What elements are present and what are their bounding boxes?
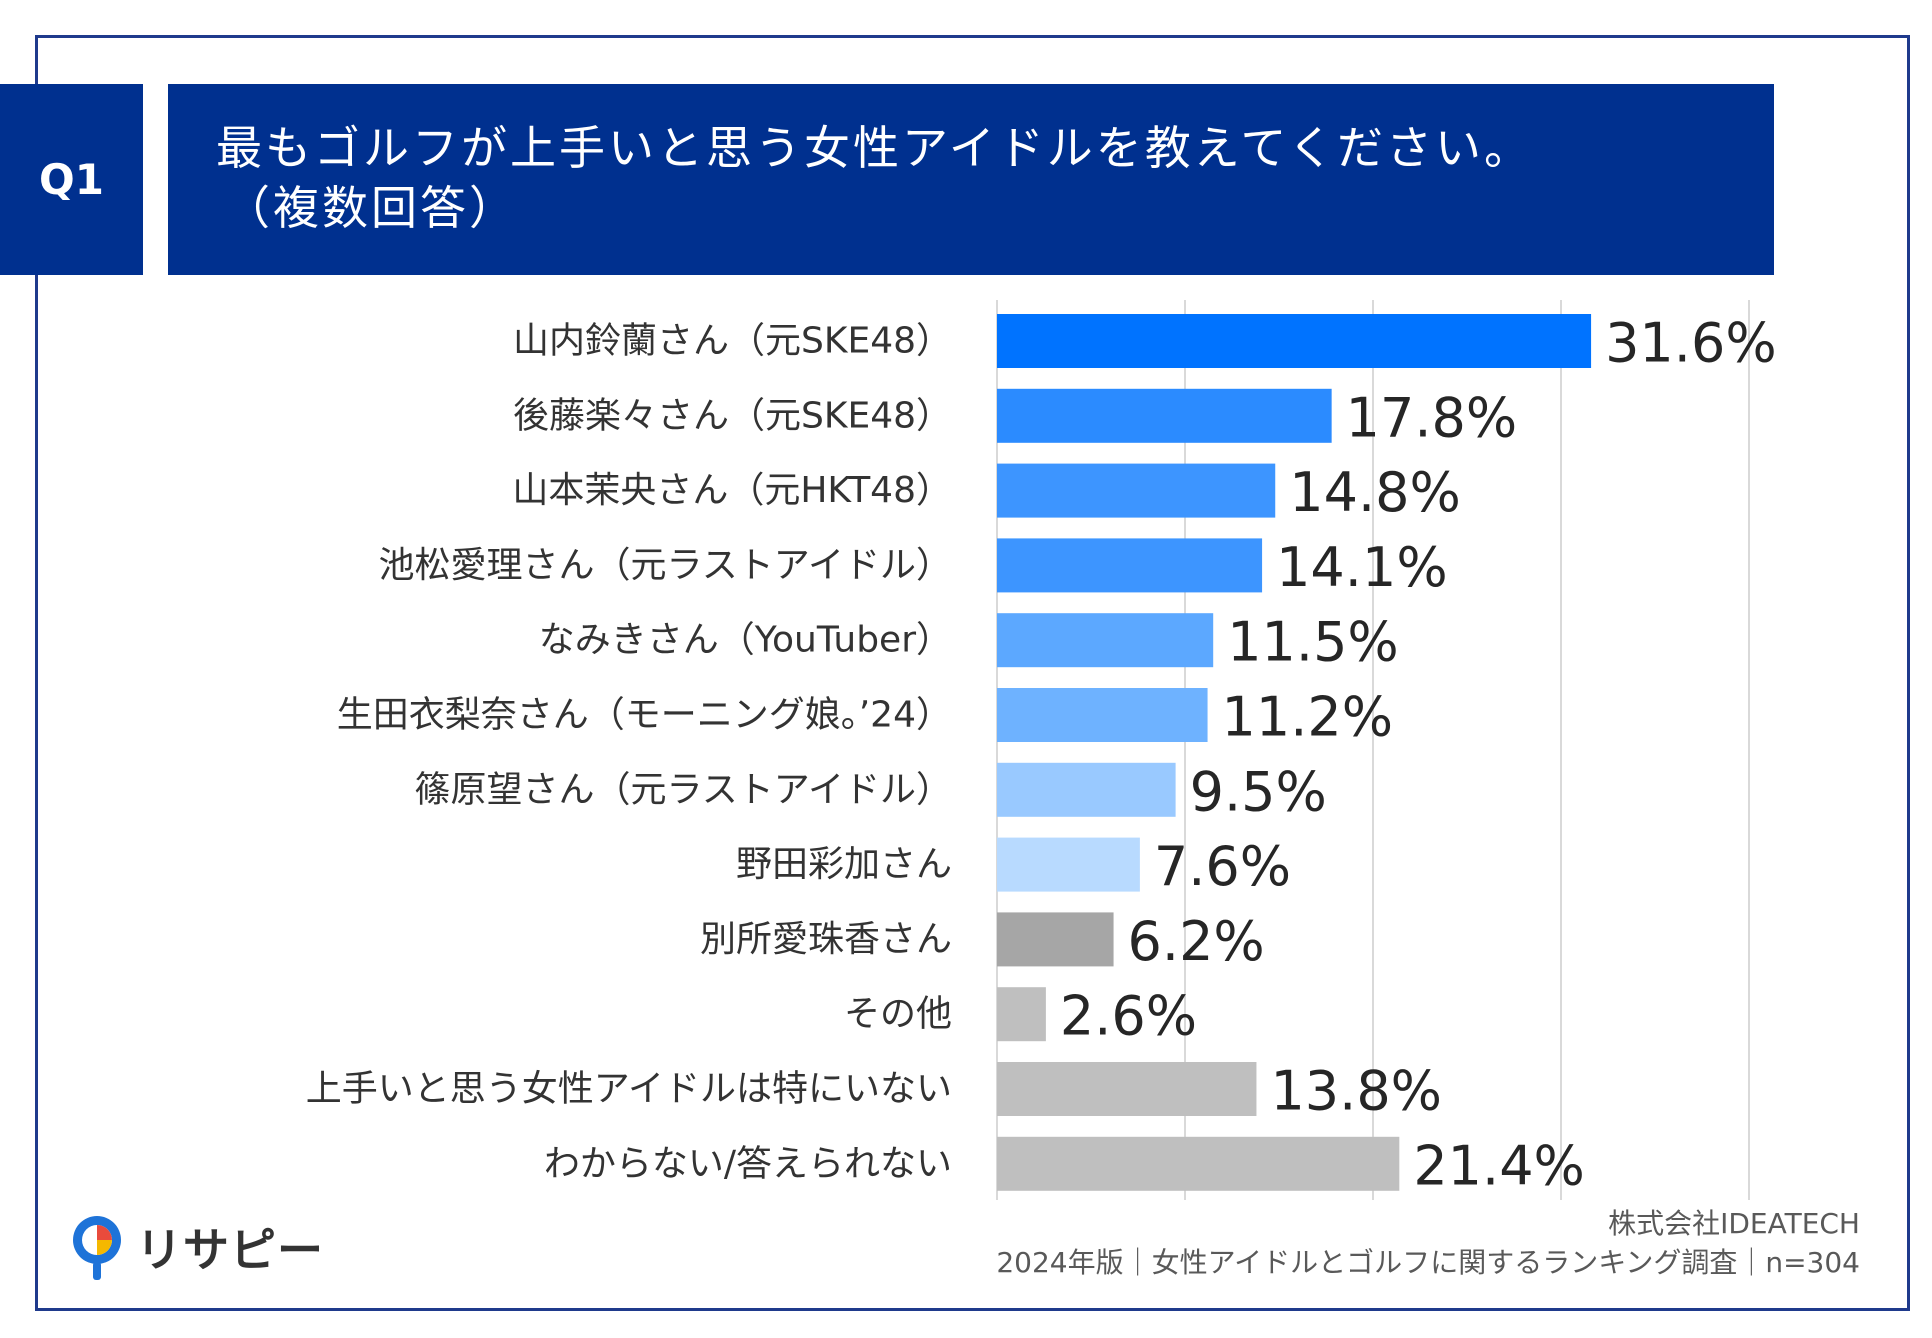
bar <box>997 987 1046 1042</box>
question-number-badge: Q1 <box>0 84 143 275</box>
risapy-logo: リサピー <box>68 1212 324 1282</box>
value-label: 7.6% <box>1154 835 1291 898</box>
bar <box>997 1062 1257 1116</box>
category-label: 上手いと思う女性アイドルは特にいない <box>306 1069 952 1110</box>
bar <box>997 538 1263 593</box>
question-title-box: 最もゴルフが上手いと思う女性アイドルを教えてください。 （複数回答） <box>168 84 1774 275</box>
category-label: 後藤楽々さん（元SKE48） <box>513 395 952 436</box>
category-label: 生田衣梨奈さん（モーニング娘。’24） <box>337 695 952 736</box>
survey-caption: 2024年版｜女性アイドルとゴルフに関するランキング調査｜n=304 <box>996 1246 1860 1279</box>
value-label: 14.1% <box>1276 536 1448 599</box>
question-title: 最もゴルフが上手いと思う女性アイドルを教えてください。 <box>216 121 1534 175</box>
company-name: 株式会社IDEATECH <box>1608 1207 1860 1240</box>
bar <box>997 837 1140 892</box>
value-label: 21.4% <box>1413 1134 1585 1197</box>
bar <box>997 463 1276 518</box>
logo-text: リサピー <box>136 1223 324 1277</box>
category-label: 池松愛理さん（元ラストアイドル） <box>379 545 952 586</box>
category-label: 野田彩加さん <box>736 844 952 885</box>
value-label: 9.5% <box>1190 760 1327 823</box>
bar <box>997 688 1208 742</box>
category-label: 山内鈴蘭さん（元SKE48） <box>513 321 952 362</box>
bar <box>997 762 1176 817</box>
category-label: わからない/答えられない <box>544 1143 952 1184</box>
value-label: 2.6% <box>1060 985 1197 1048</box>
question-number: Q1 <box>39 155 104 204</box>
value-label: 31.6% <box>1605 312 1777 375</box>
category-label: なみきさん（YouTuber） <box>539 620 952 661</box>
category-label: 山本茉央さん（元HKT48） <box>512 470 952 511</box>
value-label: 6.2% <box>1128 910 1265 973</box>
bar <box>997 314 1592 368</box>
value-label: 14.8% <box>1289 461 1461 524</box>
bar <box>997 388 1332 443</box>
bar <box>997 912 1114 967</box>
value-label: 17.8% <box>1346 386 1518 449</box>
question-subtitle: （複数回答） <box>224 181 518 235</box>
category-label: 別所愛珠香さん <box>700 919 952 960</box>
category-label: その他 <box>844 994 952 1035</box>
pin-logo-icon <box>73 1216 121 1280</box>
outer-frame <box>35 35 1910 1311</box>
bar <box>997 613 1214 668</box>
value-label: 13.8% <box>1270 1060 1442 1123</box>
value-label: 11.5% <box>1227 611 1399 674</box>
value-label: 11.2% <box>1222 686 1394 749</box>
bar <box>997 1136 1400 1191</box>
category-label: 篠原望さん（元ラストアイドル） <box>415 769 952 810</box>
